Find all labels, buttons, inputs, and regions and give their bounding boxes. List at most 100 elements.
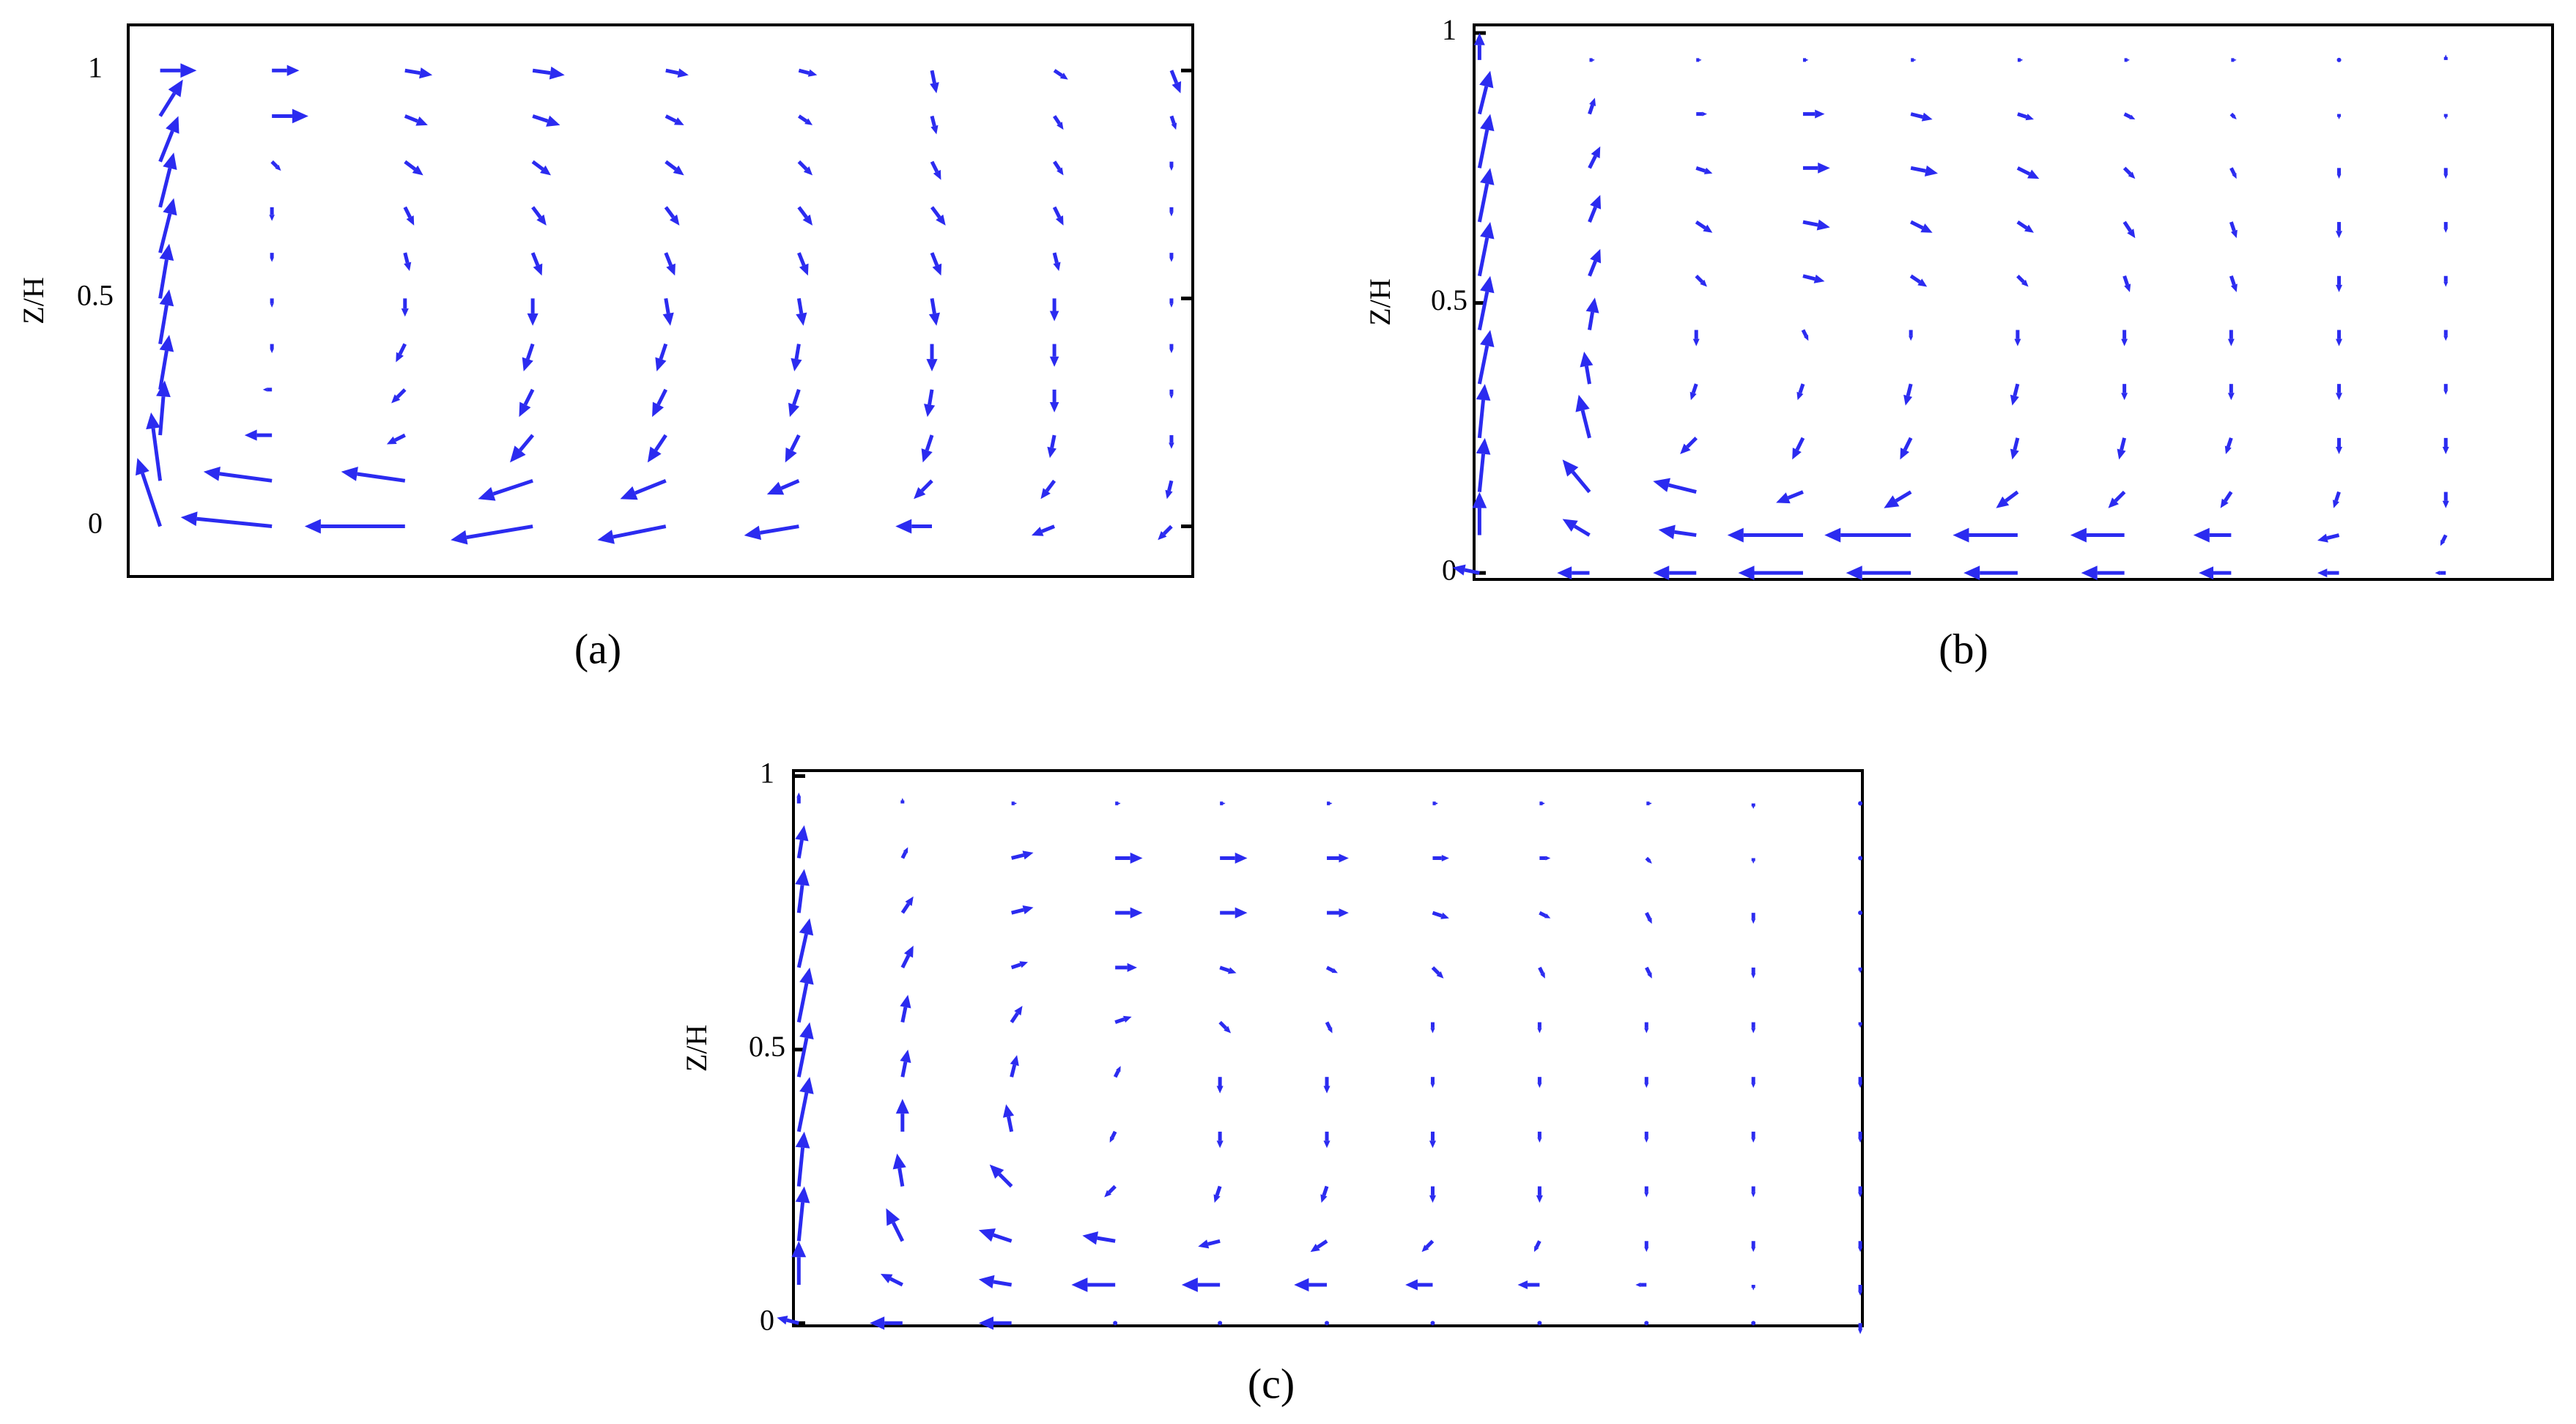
arrow-shaft: [196, 516, 273, 529]
arrow: [1421, 1239, 1435, 1253]
arrow-head: [1181, 1277, 1198, 1292]
arrow: [978, 1228, 1013, 1243]
arrow: [1751, 1321, 1756, 1326]
arrow-head: [1544, 913, 1551, 919]
arrow-head: [1223, 802, 1226, 805]
arrow-head: [1924, 165, 1939, 177]
arrow: [1802, 109, 1825, 119]
arrow: [1216, 1077, 1224, 1094]
arrow-shaft: [492, 478, 533, 496]
arrow-head: [796, 312, 807, 326]
arrow-shaft: [1053, 69, 1063, 78]
arrow-shaft: [1108, 1184, 1117, 1194]
arrow: [895, 519, 933, 534]
arrow-head: [744, 525, 762, 541]
arrow-head: [156, 380, 171, 398]
arrow-head: [880, 1274, 893, 1283]
arrow-shaft: [1052, 252, 1059, 264]
arrow: [1658, 524, 1697, 540]
arrow-head: [655, 357, 667, 371]
arrow-shaft: [900, 954, 911, 968]
arrow-shaft: [1110, 1130, 1117, 1139]
arrow-shaft: [404, 68, 421, 75]
arrow-head: [978, 1316, 993, 1330]
arrow: [146, 412, 163, 481]
arrow-head: [1165, 489, 1173, 500]
arrow-head: [1480, 275, 1495, 294]
arrow-shaft: [1322, 1185, 1329, 1196]
arrow: [1477, 168, 1495, 223]
arrow: [527, 298, 538, 326]
arrow-head: [1752, 1288, 1755, 1291]
arrow: [1537, 1131, 1542, 1143]
y-tick-label: 0: [88, 507, 103, 540]
arrow: [1158, 524, 1173, 541]
arrow-head: [1585, 297, 1599, 314]
arrow: [1858, 1077, 1863, 1089]
arrow-head: [1635, 1282, 1641, 1288]
arrow: [1477, 275, 1495, 330]
y-axis-label: Z/H: [680, 1025, 713, 1072]
arrow: [1327, 801, 1333, 806]
arrow: [655, 343, 668, 371]
arrow-head: [1198, 1239, 1210, 1249]
arrow: [2229, 167, 2237, 179]
arrow-head: [244, 429, 257, 441]
arrow: [530, 252, 543, 276]
arrow-shaft: [1011, 908, 1024, 915]
arrow-shaft: [796, 982, 809, 1023]
arrow: [1751, 913, 1756, 924]
arrow-head: [932, 263, 942, 276]
arrow-head: [2336, 174, 2342, 179]
arrow: [798, 114, 813, 125]
arrow-head: [2338, 116, 2341, 119]
arrow: [1751, 1186, 1756, 1198]
arrow: [1327, 908, 1349, 918]
arrow: [1909, 274, 1928, 287]
arrow: [2124, 58, 2130, 62]
arrow-shaft: [2224, 491, 2233, 503]
arrow-head: [928, 312, 940, 326]
arrow: [2336, 384, 2343, 401]
arrow-dot: [1218, 1321, 1223, 1326]
arrow-shaft: [1571, 470, 1591, 494]
arrow-head: [146, 412, 160, 430]
arrow-head: [1010, 1055, 1019, 1067]
arrow: [1588, 146, 1601, 169]
arrow: [269, 207, 275, 221]
y-axis-label: Z/H: [1363, 278, 1396, 325]
arrow-shaft: [659, 343, 668, 360]
arrow-head: [1699, 59, 1702, 62]
arrow-shaft: [1325, 1021, 1332, 1029]
arrow: [391, 388, 407, 404]
arrow: [1220, 852, 1248, 864]
arrow: [403, 252, 412, 272]
arrow-shaft: [1802, 220, 1818, 227]
arrow-head: [1752, 806, 1755, 809]
arrow-head: [1592, 59, 1595, 62]
arrow-shaft: [403, 206, 412, 218]
arrow-head: [549, 66, 565, 80]
arrow-shaft: [1317, 1239, 1328, 1249]
arrow: [1452, 564, 1480, 576]
arrow-head: [900, 1049, 911, 1064]
arrow-shaft: [1695, 274, 1704, 283]
arrow-head: [1169, 349, 1174, 354]
arrow: [522, 343, 535, 371]
arrow-head: [2108, 497, 2119, 508]
arrow-shaft: [1041, 524, 1056, 533]
arrow: [532, 66, 565, 80]
arrow: [1219, 965, 1237, 974]
arrow: [791, 1241, 807, 1285]
arrow: [2227, 384, 2235, 401]
arrow: [1680, 437, 1698, 454]
arrow-head: [2336, 338, 2343, 346]
arrow: [1432, 854, 1449, 862]
arrow-head: [1480, 168, 1495, 185]
arrow-head: [1479, 70, 1494, 89]
arrow-head: [1130, 852, 1143, 864]
arrow-head: [1575, 394, 1590, 412]
arrow: [1320, 1185, 1329, 1203]
arrow-shaft: [792, 389, 801, 406]
arrow-head: [1649, 802, 1652, 805]
